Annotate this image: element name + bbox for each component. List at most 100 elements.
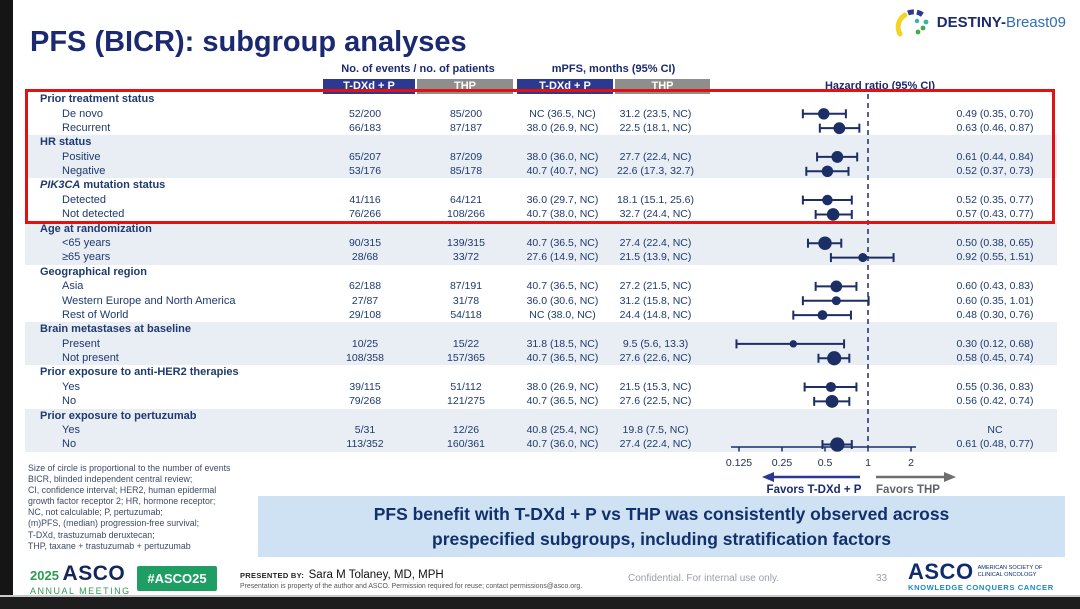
subgroup-label: Positive [62, 150, 101, 163]
subgroup-label: Not detected [62, 208, 125, 221]
footnote-line: growth factor receptor 2; HR, hormone re… [28, 496, 216, 507]
events-tdxd-cell: 113/352 [346, 438, 384, 451]
hr-cell: 0.57 (0.43, 0.77) [956, 208, 1034, 221]
events-tdxd-cell: 66/183 [348, 121, 382, 134]
x-tick-label: 0.25 [772, 457, 793, 469]
hr-point [830, 280, 843, 293]
subgroup-label: Asia [62, 280, 84, 293]
mpfs-tdxd-cell: 31.8 (18.5, NC) [526, 337, 599, 350]
mpfs-tdxd-cell: 40.7 (40.7, NC) [526, 165, 599, 178]
page-number: 33 [876, 573, 888, 584]
events-tdxd-cell: 76/266 [348, 208, 382, 221]
mpfs-thp-cell: 22.5 (18.1, NC) [619, 121, 692, 134]
footnote-line: NC, not calculable; P, pertuzumab; [28, 507, 163, 518]
screen-bottom-bezel [0, 597, 1080, 609]
events-thp-cell: 160/361 [447, 438, 485, 451]
hr-cell: 0.58 (0.45, 0.74) [956, 352, 1034, 365]
mpfs-thp-cell: 21.5 (15.3, NC) [619, 380, 692, 393]
events-tdxd-cell: 65/207 [348, 150, 382, 163]
mpfs-tdxd-cell: 40.7 (36.0, NC) [526, 438, 599, 451]
events-thp-cell: 51/112 [450, 380, 482, 393]
events-tdxd-cell: 27/87 [351, 294, 379, 307]
meeting-name: ANNUAL MEETING [30, 586, 131, 596]
mpfs-tdxd-cell: 36.0 (30.6, NC) [526, 294, 599, 307]
group-label: HR status [40, 136, 92, 149]
asco-society-logo: ASCO AMERICAN SOCIETY OF CLINICAL ONCOLOG… [908, 559, 1054, 593]
group-shade-band [25, 322, 1057, 366]
mpfs-tdxd-cell: 27.6 (14.9, NC) [526, 251, 599, 264]
hr-cell: NC [987, 423, 1003, 436]
footer-divider [0, 595, 1080, 597]
subgroup-label: No [62, 438, 77, 451]
asco-meeting-logo: 2025 ASCO ANNUAL MEETING [30, 562, 131, 596]
events-tdxd-cell: 29/108 [348, 308, 382, 321]
events-tdxd-cell: 90/315 [348, 237, 382, 249]
footnote-line: BICR, blinded independent central review… [28, 474, 193, 485]
hr-cell: 0.55 (0.36, 0.83) [956, 380, 1034, 393]
mpfs-thp-cell: 22.6 (17.3, 32.7) [616, 165, 695, 178]
subgroup-label: Yes [62, 423, 80, 436]
events-tdxd-cell: 41/116 [349, 193, 381, 206]
subgroup-label: <65 years [62, 237, 111, 249]
events-tdxd-cell: 39/115 [349, 380, 381, 393]
hr-cell: 0.92 (0.55, 1.51) [956, 251, 1034, 264]
mpfs-tdxd-cell: 40.7 (36.5, NC) [526, 352, 599, 365]
events-tdxd-cell: 62/188 [348, 280, 382, 293]
hr-cell: 0.49 (0.35, 0.70) [956, 107, 1034, 120]
events-thp-cell: 87/209 [449, 150, 483, 163]
hr-cell: 0.52 (0.37, 0.73) [956, 165, 1034, 178]
group-shade-band [25, 408, 1057, 452]
group-label: Geographical region [40, 265, 147, 278]
banner-line2: prespecified subgroups, including strati… [432, 529, 891, 549]
mpfs-thp-cell: 9.5 (5.6, 13.3) [622, 337, 689, 350]
events-tdxd-cell: 10/25 [351, 337, 379, 350]
presenter-name: Sara M Tolaney, MD, MPH [308, 569, 444, 581]
hr-cell: 0.63 (0.46, 0.87) [956, 121, 1034, 134]
hr-cell: 0.56 (0.42, 0.74) [956, 395, 1034, 408]
hashtag-badge: #ASCO25 [137, 566, 217, 591]
study-name-light: Breast09 [1005, 14, 1066, 31]
mpfs-thp-cell: 27.4 (22.4, NC) [619, 237, 692, 249]
hr-point [831, 296, 841, 306]
group-label: Prior treatment status [40, 93, 155, 106]
key-message-banner: PFS benefit with T-DXd + P vs THP was co… [258, 496, 1065, 557]
study-logo: DESTINY-Breast09 [893, 8, 1066, 38]
mpfs-thp-cell: 31.2 (15.8, NC) [619, 294, 692, 307]
asco-logo-text: ASCO [908, 559, 974, 584]
events-thp-cell: 33/72 [452, 251, 480, 264]
events-thp-cell: 87/187 [449, 121, 483, 134]
group-label: Prior exposure to anti-HER2 therapies [40, 366, 239, 379]
events-tdxd-cell: 28/68 [351, 251, 379, 264]
events-thp-cell: 31/78 [452, 294, 480, 307]
events-thp-cell: 157/365 [447, 352, 485, 365]
footnote-line: (m)PFS, (median) progression-free surviv… [28, 518, 200, 529]
events-tdxd-cell: 108/358 [346, 352, 384, 365]
footnote-line: THP, taxane + trastuzumab + pertuzumab [28, 540, 191, 551]
mpfs-tdxd-cell: NC (36.5, NC) [529, 107, 596, 120]
favors-left-arrowhead [762, 472, 774, 482]
hr-point [825, 394, 839, 408]
subgroup-label: Present [62, 337, 100, 350]
asco-society-line2: CLINICAL ONCOLOGY [977, 571, 1037, 578]
footnotes: Size of circle is proportional to the nu… [28, 463, 230, 552]
group-shade-band [25, 135, 1057, 179]
mpfs-tdxd-cell: 38.0 (36.0, NC) [526, 150, 599, 163]
events-tdxd-cell: 79/268 [348, 395, 382, 408]
mpfs-tdxd-cell: 38.0 (26.9, NC) [526, 121, 599, 134]
hr-cell: 0.61 (0.48, 0.77) [956, 438, 1034, 451]
presented-by-label: PRESENTED BY: [240, 571, 305, 580]
events-thp-cell: 15/22 [452, 337, 480, 350]
banner-line1: PFS benefit with T-DXd + P vs THP was co… [373, 504, 950, 524]
hr-cell: 0.60 (0.43, 0.83) [956, 280, 1034, 293]
destiny-breast09-icon [895, 9, 929, 37]
events-tdxd-cell: 52/200 [348, 107, 382, 120]
events-thp-cell: 108/266 [447, 208, 485, 221]
x-tick-label: 1 [865, 457, 871, 469]
events-thp-cell: 54/118 [450, 308, 482, 321]
subgroup-label: No [62, 395, 77, 408]
mpfs-tdxd-cell: NC (38.0, NC) [529, 308, 596, 321]
footnote-line: Size of circle is proportional to the nu… [28, 463, 231, 473]
subgroup-label: Recurrent [62, 121, 111, 134]
asco-society-line1: AMERICAN SOCIETY OF [977, 565, 1043, 571]
group-label: Age at randomization [40, 222, 152, 235]
